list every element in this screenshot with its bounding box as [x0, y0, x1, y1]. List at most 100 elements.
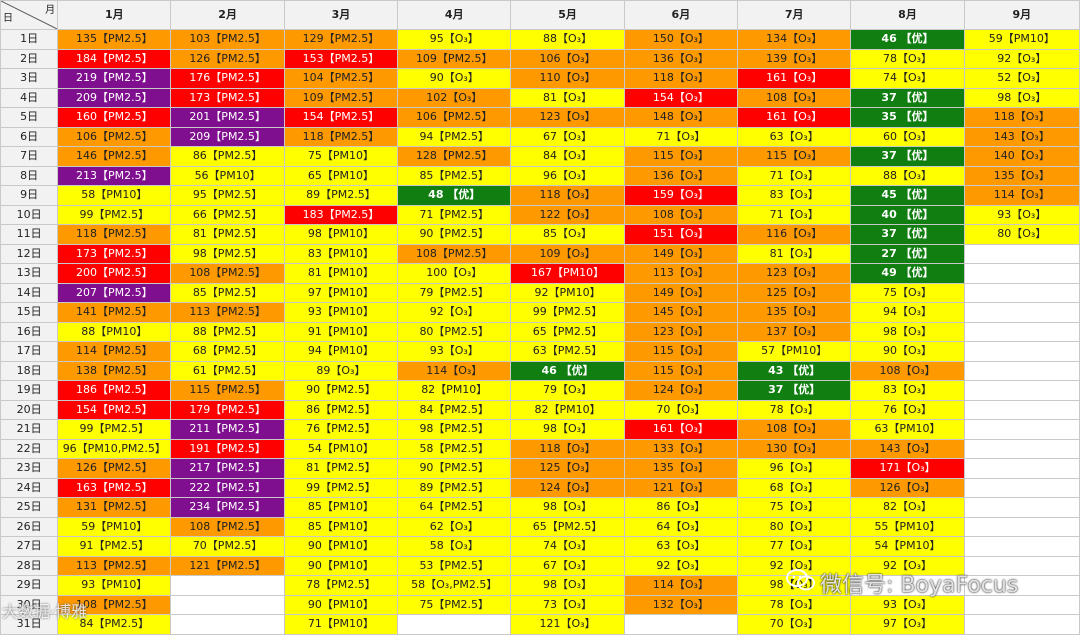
aqi-cell	[963, 575, 1080, 596]
aqi-cell: 81【PM10】	[283, 263, 399, 284]
aqi-cell: 140【O₃】	[963, 146, 1080, 167]
aqi-cell: 68【O₃】	[737, 477, 852, 498]
aqi-cell: 46 【优】	[510, 360, 625, 381]
aqi-cell: 114【O₃】	[397, 360, 512, 381]
aqi-cell: 134【O₃】	[737, 29, 852, 50]
aqi-cell: 98【O₃】	[510, 497, 625, 518]
table-row: 31日 84【PM2.5】 71【PM10】 121【O₃】 70【O₃】 97【O₃】	[0, 614, 1080, 635]
day-label: 3日	[0, 68, 59, 89]
day-label: 1日	[0, 29, 59, 50]
aqi-cell: 60【O₃】	[850, 126, 965, 147]
aqi-cell: 27 【优】	[850, 243, 965, 264]
aqi-cell: 90【PM2.5】	[283, 380, 399, 401]
aqi-cell: 65【PM10】	[283, 165, 399, 186]
month-header-4: 4月	[397, 0, 512, 30]
aqi-cell	[170, 614, 285, 635]
aqi-cell: 93【PM10】	[283, 302, 399, 323]
aqi-cell: 75【O₃】	[850, 282, 965, 303]
aqi-cell: 63【O₃】	[623, 536, 739, 557]
aqi-cell: 118【PM2.5】	[57, 224, 172, 245]
wechat-icon	[786, 569, 815, 591]
table-row: 4日 209【PM2.5】 173【PM2.5】 109【PM2.5】 102【O₃】 8…	[0, 87, 1080, 108]
aqi-cell	[623, 614, 739, 635]
aqi-cell: 138【PM2.5】	[57, 360, 172, 381]
month-header-1: 1月	[57, 0, 172, 30]
aqi-cell: 106【O₃】	[510, 48, 625, 69]
aqi-cell: 201【PM2.5】	[170, 107, 285, 128]
aqi-cell: 124【O₃】	[623, 380, 739, 401]
aqi-cell: 85【PM2.5】	[397, 165, 512, 186]
table-row: 6日 106【PM2.5】 209【PM2.5】 118【PM2.5】 94【PM2.5…	[0, 126, 1080, 147]
aqi-cell: 113【PM2.5】	[170, 302, 285, 323]
table-row: 30日 108【PM2.5】 90【PM10】 75【PM2.5】 73【O₃】 132【…	[0, 594, 1080, 615]
aqi-cell: 132【O₃】	[623, 594, 739, 615]
aqi-cell: 150【O₃】	[623, 29, 739, 50]
day-label: 26日	[0, 516, 59, 537]
aqi-cell: 91【PM10】	[283, 321, 399, 342]
day-label: 14日	[0, 282, 59, 303]
aqi-cell: 108【PM2.5】	[57, 594, 172, 615]
aqi-cell: 82【PM10】	[397, 380, 512, 401]
month-header-7: 7月	[737, 0, 852, 30]
aqi-cell: 59【PM10】	[57, 516, 172, 537]
aqi-cell: 94【O₃】	[850, 302, 965, 323]
aqi-cell: 67【O₃】	[510, 555, 625, 576]
aqi-cell: 90【O₃】	[850, 341, 965, 362]
day-label: 29日	[0, 575, 59, 596]
aqi-cell: 61【PM2.5】	[170, 360, 285, 381]
day-label: 25日	[0, 497, 59, 518]
aqi-cell: 211【PM2.5】	[170, 419, 285, 440]
aqi-cell: 92【PM10】	[510, 282, 625, 303]
aqi-cell: 71【O₃】	[623, 126, 739, 147]
month-header-2: 2月	[170, 0, 285, 30]
aqi-cell: 81【PM2.5】	[170, 224, 285, 245]
day-label: 16日	[0, 321, 59, 342]
aqi-cell: 121【O₃】	[623, 477, 739, 498]
aqi-cell: 123【O₃】	[623, 321, 739, 342]
table-row: 20日 154【PM2.5】 179【PM2.5】 86【PM2.5】 84【PM2.5…	[0, 399, 1080, 420]
aqi-cell: 161【O₃】	[623, 419, 739, 440]
day-label: 17日	[0, 341, 59, 362]
aqi-cell: 125【O₃】	[737, 282, 852, 303]
month-header-3: 3月	[283, 0, 399, 30]
aqi-cell: 93【O₃】	[397, 341, 512, 362]
aqi-cell: 115【O₃】	[623, 360, 739, 381]
table-row: 18日 138【PM2.5】 61【PM2.5】 89【O₃】 114【O₃】 46 【优…	[0, 360, 1080, 381]
aqi-cell: 90【PM10】	[283, 594, 399, 615]
aqi-cell: 85【PM10】	[283, 497, 399, 518]
aqi-cell: 141【PM2.5】	[57, 302, 172, 323]
day-label: 11日	[0, 224, 59, 245]
aqi-cell: 183【PM2.5】	[283, 204, 399, 225]
aqi-cell: 88【PM2.5】	[170, 321, 285, 342]
aqi-cell: 88【O₃】	[510, 29, 625, 50]
aqi-cell	[963, 302, 1080, 323]
aqi-cell: 234【PM2.5】	[170, 497, 285, 518]
aqi-cell	[963, 282, 1080, 303]
aqi-cell: 118【O₃】	[510, 438, 625, 459]
aqi-cell: 90【PM10】	[283, 536, 399, 557]
aqi-cell: 86【PM2.5】	[283, 399, 399, 420]
corner-month-label: 月	[45, 5, 56, 16]
aqi-cell: 121【PM2.5】	[170, 555, 285, 576]
corner-cell: 月 日	[0, 0, 59, 30]
aqi-cell	[963, 497, 1080, 518]
aqi-cell	[170, 575, 285, 596]
aqi-cell: 78【O₃】	[737, 594, 852, 615]
table-body: 1日 135【PM2.5】 103【PM2.5】 129【PM2.5】 95【O₃】 88…	[0, 29, 1080, 635]
aqi-cell: 207【PM2.5】	[57, 282, 172, 303]
aqi-cell: 145【O₃】	[623, 302, 739, 323]
aqi-cell: 54【PM10】	[850, 536, 965, 557]
table-row: 16日 88【PM10】 88【PM2.5】 91【PM10】 80【PM2.5】 65【…	[0, 321, 1080, 342]
aqi-cell: 58【PM2.5】	[397, 438, 512, 459]
aqi-cell	[850, 575, 965, 596]
day-label: 27日	[0, 536, 59, 557]
aqi-cell: 45 【优】	[850, 185, 965, 206]
aqi-cell: 161【O₃】	[737, 68, 852, 89]
aqi-cell: 71【PM10】	[283, 614, 399, 635]
aqi-cell: 113【O₃】	[623, 263, 739, 284]
aqi-cell: 74【O₃】	[510, 536, 625, 557]
aqi-cell: 99【PM2.5】	[283, 477, 399, 498]
day-label: 5日	[0, 107, 59, 128]
aqi-cell: 108【O₃】	[737, 419, 852, 440]
